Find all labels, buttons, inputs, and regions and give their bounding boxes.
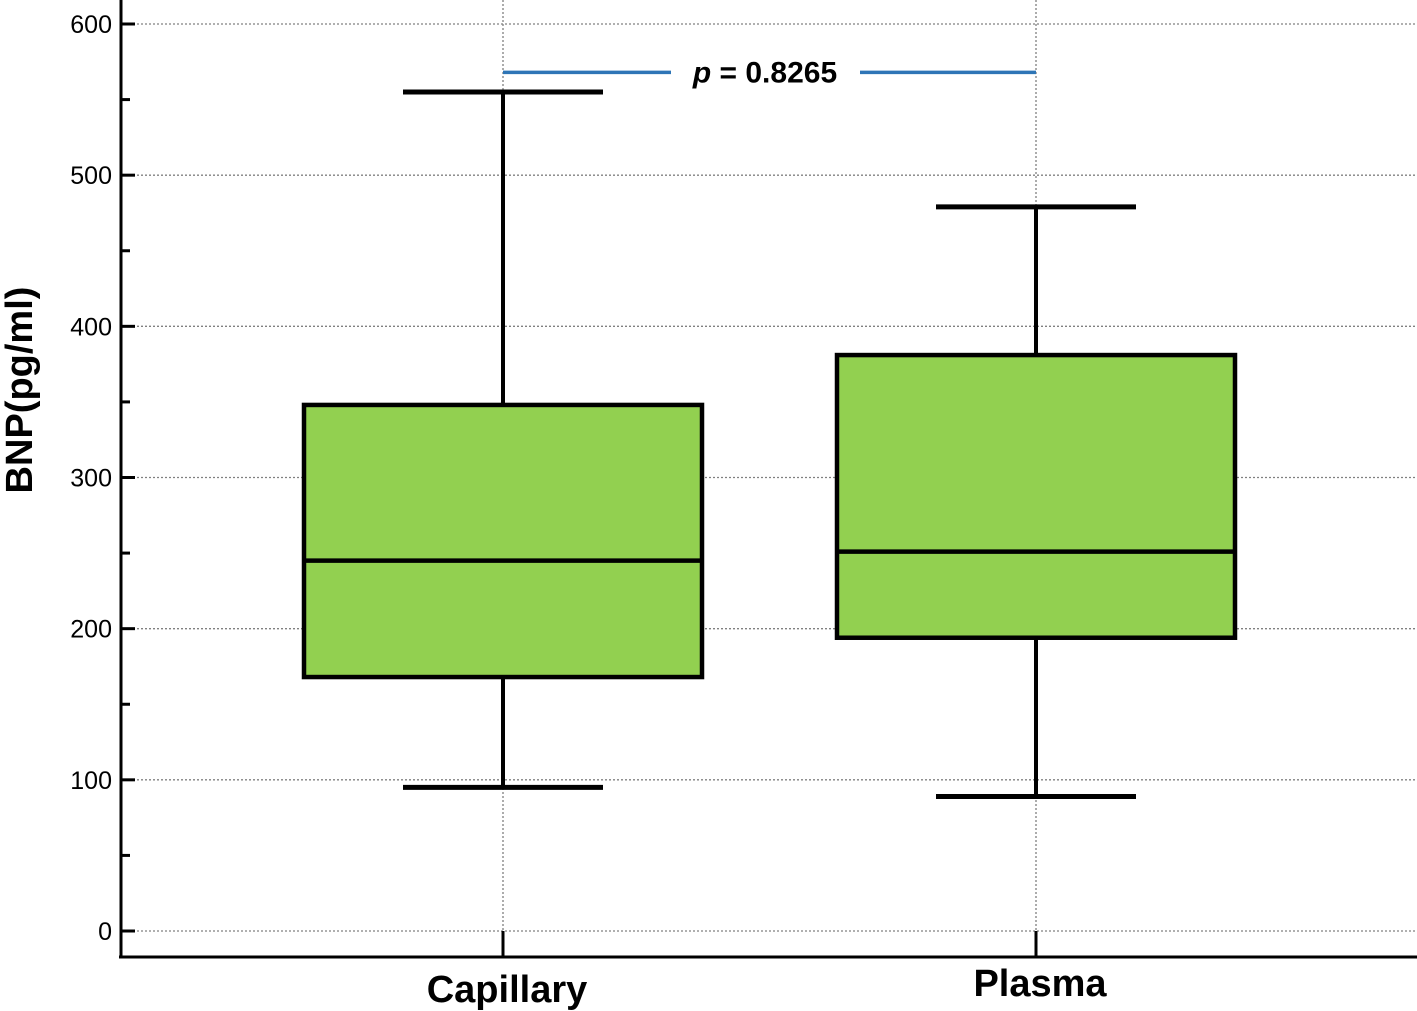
box-iqr <box>834 352 1238 640</box>
x-category-label: Capillary <box>427 969 588 1011</box>
y-tick-label: 400 <box>70 313 112 341</box>
y-tick-label: 300 <box>70 465 112 493</box>
y-ticks: 0 100 200 300 400 500 600 <box>70 11 1038 957</box>
p-value-text: = 0.8265 <box>711 56 837 89</box>
box-plasma <box>834 204 1238 799</box>
y-tick-label: 0 <box>98 918 112 946</box>
x-category-labels: Capillary Plasma <box>427 963 1108 1011</box>
y-tick-label: 200 <box>70 616 112 644</box>
p-value-label: p = 0.8265 <box>692 56 837 89</box>
box-capillary <box>301 89 705 790</box>
y-tick-label: 100 <box>70 767 112 795</box>
y-tick-label: 600 <box>70 11 112 39</box>
boxes <box>301 89 1238 799</box>
box-iqr <box>301 402 705 680</box>
p-value-annotation: p = 0.8265 <box>503 56 1036 89</box>
x-category-label: Plasma <box>973 963 1107 1005</box>
y-axis-title: BNP(pg/ml) <box>0 287 41 494</box>
y-tick-label: 500 <box>70 162 112 190</box>
p-symbol: p <box>692 56 711 89</box>
